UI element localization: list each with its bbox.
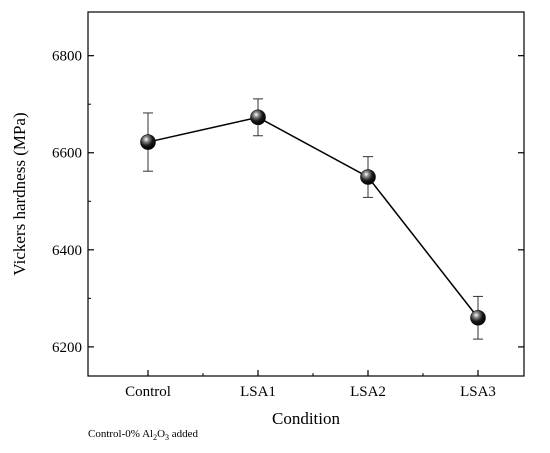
series-layer (140, 98, 486, 340)
y-axis-ticks: 6200 6400 6600 6800 (52, 49, 524, 356)
data-point (140, 134, 156, 150)
x-tick-label: Control (125, 384, 171, 400)
footnote-prefix: Control-0% Al (88, 428, 154, 440)
plot-frame (87, 11, 525, 377)
series-line (147, 116, 479, 319)
footnote-suffix: added (169, 428, 199, 440)
footnote-sub-oxygen: 3 (165, 433, 170, 443)
y-tick-label: 6800 (52, 49, 82, 65)
footnote-sub-aluminium: 2 (153, 433, 158, 443)
y-tick-label: 6400 (52, 243, 82, 259)
x-tick-label: LSA1 (240, 384, 276, 400)
y-tick-label: 6600 (52, 146, 82, 162)
footnote-oxide-letter: O (157, 428, 166, 440)
footnote: Control-0% Al2O3 added (88, 428, 198, 442)
data-point (470, 309, 486, 326)
data-point (360, 169, 376, 185)
x-axis-title: Condition (272, 409, 341, 428)
x-tick-label: LSA2 (350, 384, 386, 400)
x-axis-ticks: Control LSA1 LSA2 LSA3 (125, 370, 496, 400)
y-tick-label: 6200 (52, 340, 82, 356)
data-point (250, 109, 266, 126)
y-axis-title: Vickers hardness (MPa) (10, 112, 29, 275)
x-tick-label: LSA3 (460, 384, 496, 400)
